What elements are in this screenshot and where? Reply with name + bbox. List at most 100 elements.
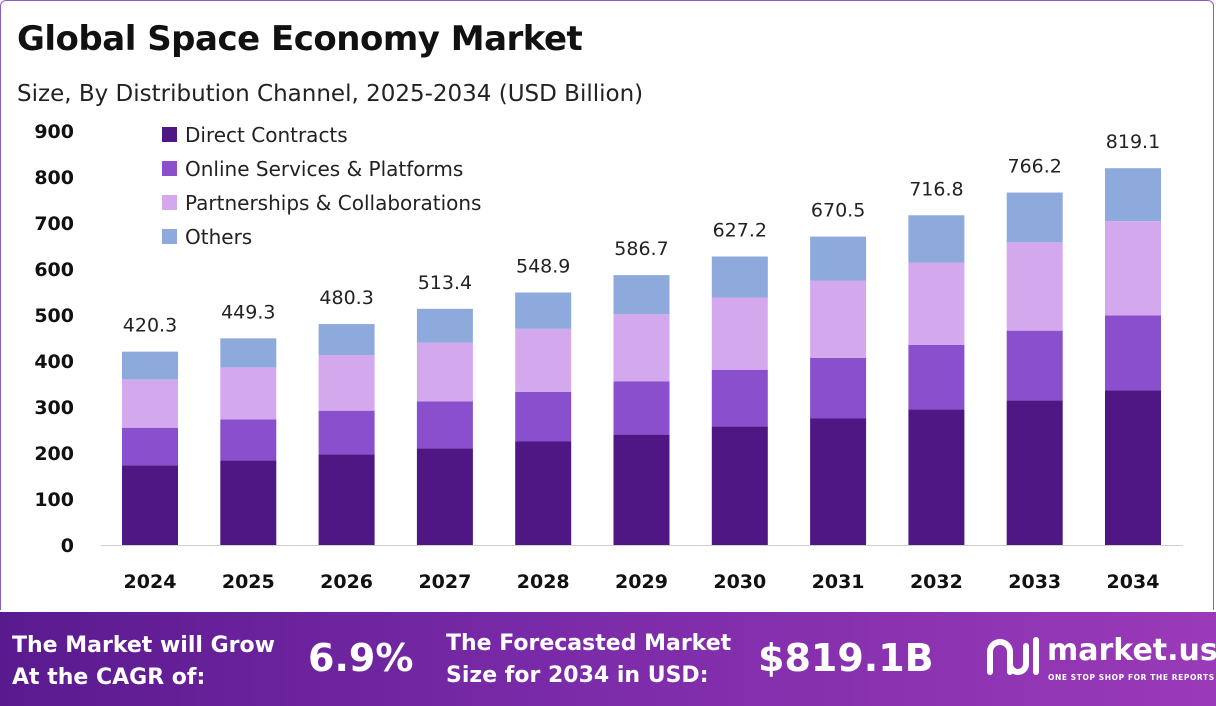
bar-segment-online-services-platforms: [810, 357, 867, 419]
x-tick-label: 2028: [517, 571, 570, 593]
legend-label: Online Services & Platforms: [185, 157, 463, 181]
x-tick-label: 2026: [320, 571, 373, 593]
bar-segment-others: [613, 275, 670, 315]
cagr-label: The Market will Grow At the CAGR of:: [12, 630, 275, 694]
bar-segment-direct-contracts: [1006, 400, 1063, 545]
x-tick-label: 2032: [910, 571, 963, 593]
bar-segment-others: [122, 351, 178, 380]
x-tick-label: 2029: [615, 571, 668, 593]
bar-segment-partnerships-collaborations: [613, 314, 670, 382]
y-tick-label: 400: [34, 351, 74, 373]
y-tick-label: 0: [61, 535, 74, 557]
y-tick-label: 800: [34, 167, 74, 189]
legend-label: Partnerships & Collaborations: [185, 191, 481, 215]
bar-total-label: 627.2: [713, 219, 767, 241]
x-tick-label: 2027: [418, 571, 471, 593]
summary-banner: The Market will Grow At the CAGR of: 6.9…: [0, 612, 1216, 706]
bar-segment-online-services-platforms: [1105, 315, 1161, 391]
bar-segment-online-services-platforms: [416, 401, 473, 449]
legend-label: Direct Contracts: [185, 123, 348, 147]
bar-total-label: 819.1: [1106, 131, 1160, 153]
bar-total-label: 548.9: [516, 256, 570, 278]
forecast-label: The Forecasted Market Size for 2034 in U…: [446, 628, 731, 692]
x-tick-label: 2033: [1008, 571, 1061, 593]
x-tick-label: 2030: [713, 571, 766, 593]
bar-segment-others: [416, 308, 473, 343]
bar-segment-online-services-platforms: [122, 427, 178, 466]
bar-segment-online-services-platforms: [220, 419, 277, 461]
y-tick-label: 600: [34, 259, 74, 281]
y-tick-label: 900: [34, 121, 74, 143]
forecast-label-line-2: Size for 2034 in USD:: [446, 663, 709, 688]
bar-segment-online-services-platforms: [318, 410, 375, 455]
bar-segment-direct-contracts: [220, 460, 277, 545]
bar-segment-direct-contracts: [515, 441, 572, 545]
x-tick-label: 2034: [1107, 571, 1160, 593]
bar-total-label: 420.3: [123, 315, 177, 337]
x-tick-label: 2024: [124, 571, 177, 593]
x-tick-label: 2025: [222, 571, 275, 593]
legend-swatch: [162, 195, 177, 210]
x-tick-label: 2031: [812, 571, 865, 593]
bar-segment-partnerships-collaborations: [810, 280, 867, 358]
legend-swatch: [162, 127, 177, 142]
bar-total-label: 513.4: [418, 272, 472, 294]
bar-segment-partnerships-collaborations: [908, 262, 965, 345]
chart-title: Global Space Economy Market: [17, 19, 583, 59]
forecast-value: $819.1B: [758, 636, 934, 680]
bar-segment-partnerships-collaborations: [1105, 221, 1161, 316]
bar-segment-direct-contracts: [810, 418, 867, 545]
bar-total-label: 480.3: [319, 287, 373, 309]
legend-swatch: [162, 161, 177, 176]
market-us-logo-icon: [987, 637, 1039, 675]
bar-segment-partnerships-collaborations: [515, 328, 572, 392]
legend-swatch: [162, 229, 177, 244]
forecast-label-line-1: The Forecasted Market: [446, 631, 732, 656]
cagr-label-line-1: The Market will Grow: [12, 633, 275, 658]
y-tick-label: 700: [34, 213, 74, 235]
chart-frame: Global Space Economy Market Size, By Dis…: [0, 0, 1214, 610]
logo-name: market.us: [1047, 633, 1216, 668]
bar-segment-partnerships-collaborations: [416, 342, 473, 402]
bar-segment-direct-contracts: [613, 434, 670, 545]
legend-label: Others: [185, 225, 252, 249]
bar-segment-others: [1006, 192, 1063, 243]
bar-total-label: 670.5: [811, 200, 865, 222]
bar-segment-others: [220, 338, 277, 368]
chart-subtitle: Size, By Distribution Channel, 2025-2034…: [17, 81, 644, 107]
stacked-bar-chart: 0 100 200 300 400 500 600 700 800 900 420.3 2024 449…: [34, 121, 1183, 593]
bar-segment-partnerships-collaborations: [122, 379, 178, 428]
logo-tagline: ONE STOP SHOP FOR THE REPORTS: [1048, 673, 1215, 682]
bar-segment-others: [810, 236, 867, 281]
bar-segment-online-services-platforms: [1006, 330, 1063, 401]
bar-segment-online-services-platforms: [908, 344, 965, 410]
bar-segment-partnerships-collaborations: [711, 297, 768, 370]
y-tick-label: 300: [34, 397, 74, 419]
bar-segment-direct-contracts: [1105, 390, 1161, 545]
cagr-label-line-2: At the CAGR of:: [12, 665, 206, 690]
bar-segment-direct-contracts: [416, 448, 473, 545]
y-tick-label: 200: [34, 443, 74, 465]
y-tick-label: 500: [34, 305, 74, 327]
y-tick-label: 100: [34, 489, 74, 511]
bar-segment-others: [711, 256, 768, 298]
bar-segment-others: [318, 324, 375, 356]
bar-total-label: 766.2: [1007, 156, 1061, 178]
bar-segment-partnerships-collaborations: [318, 355, 375, 411]
cagr-value: 6.9%: [308, 636, 414, 680]
bar-segment-online-services-platforms: [711, 369, 768, 427]
bar-segment-others: [908, 215, 965, 263]
bar-segment-others: [515, 292, 572, 329]
bar-total-label: 449.3: [221, 301, 275, 323]
bar-segment-direct-contracts: [318, 454, 375, 545]
bar-segment-partnerships-collaborations: [1006, 242, 1063, 331]
bar-segment-direct-contracts: [122, 465, 178, 545]
bar-segment-partnerships-collaborations: [220, 367, 277, 420]
bar-segment-others: [1105, 168, 1161, 222]
bar-total-label: 716.8: [909, 178, 963, 200]
bar-segment-online-services-platforms: [515, 391, 572, 442]
bar-total-label: 586.7: [614, 238, 668, 260]
bar-segment-direct-contracts: [711, 426, 768, 545]
bar-segment-online-services-platforms: [613, 381, 670, 435]
bar-segment-direct-contracts: [908, 409, 965, 545]
